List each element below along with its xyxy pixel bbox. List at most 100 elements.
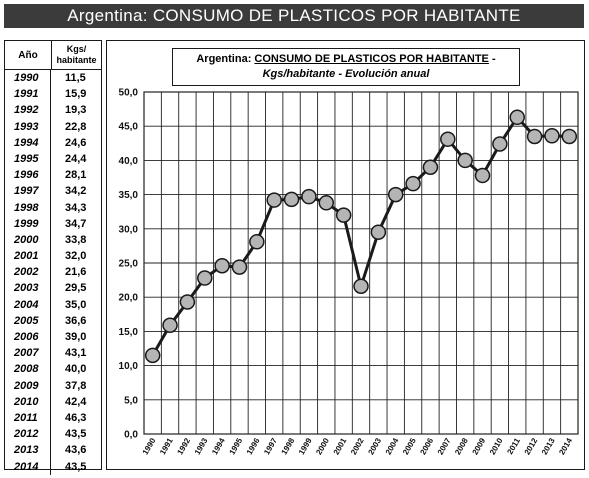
- value-cell: 11,5: [65, 72, 86, 84]
- table-row: 1994 24,6: [5, 134, 101, 151]
- table-rows: 1990 11,5 1991 15,9 1992 19,3 1993 22,8 1994 24,6…: [5, 70, 101, 475]
- x-tick-label: 2003: [366, 436, 383, 456]
- data-point: [387, 186, 404, 203]
- table-row: 2014 43,5: [5, 458, 101, 475]
- table-row: 1990 11,5: [5, 70, 101, 87]
- value-cell: 19,3: [65, 104, 87, 117]
- year-cell: 1997: [5, 183, 51, 200]
- data-point: [370, 224, 387, 240]
- data-point: [318, 195, 335, 211]
- page-banner: Argentina: CONSUMO DE PLASTICOS POR HABI…: [4, 4, 584, 28]
- x-tick-label: 1996: [245, 436, 262, 456]
- value-cell: 43,5: [65, 428, 87, 441]
- x-tick-label: 2002: [349, 436, 366, 456]
- data-point: [474, 167, 491, 184]
- year-cell: 2012: [5, 426, 51, 443]
- year-cell: 1998: [5, 199, 51, 216]
- year-cell: 2005: [5, 312, 51, 329]
- table-row: 2004 35,0: [5, 296, 101, 313]
- table-row: 2001 32,0: [5, 248, 101, 265]
- table-row: 1991 15,9: [5, 86, 101, 103]
- x-tick-label: 2006: [418, 436, 435, 456]
- table-row: 1998 34,3: [5, 199, 101, 216]
- value-cell: 39,0: [65, 331, 87, 343]
- data-point: [197, 270, 213, 286]
- data-point: [162, 317, 178, 333]
- x-tick-label: 1992: [175, 436, 192, 456]
- table-row: 1992 19,3: [5, 102, 101, 119]
- data-point: [214, 257, 230, 274]
- table-header: Año Kgs/ habitante: [5, 41, 101, 70]
- year-cell: 1994: [5, 134, 51, 151]
- table-row: 2012 43,5: [5, 426, 101, 443]
- year-cell: 2002: [5, 264, 51, 281]
- data-point: [249, 234, 265, 250]
- value-cell: 34,7: [65, 217, 87, 230]
- y-tick-label: 20,0: [119, 293, 139, 304]
- header-year: Año: [5, 41, 52, 69]
- x-tick-label: 2008: [453, 436, 470, 456]
- data-point: [544, 128, 560, 144]
- data-point: [405, 175, 421, 192]
- y-tick-label: 50,0: [119, 88, 139, 99]
- table-row: 1995 24,4: [5, 150, 101, 168]
- x-tick-label: 1990: [141, 436, 158, 456]
- x-tick-label: 1998: [280, 436, 297, 456]
- data-point: [440, 131, 456, 147]
- year-cell: 1993: [5, 118, 51, 135]
- year-cell: 2013: [5, 442, 51, 459]
- data-point: [492, 136, 508, 152]
- y-tick-label: 35,0: [119, 190, 139, 201]
- data-point: [283, 191, 300, 208]
- table-row: 2006 39,0: [5, 329, 101, 346]
- x-tick-label: 2007: [436, 436, 453, 456]
- table-row: 2005 36,6: [5, 312, 101, 329]
- y-tick-label: 10,0: [119, 361, 139, 372]
- chart-title: Argentina: CONSUMO DE PLASTICOS POR HABI…: [173, 52, 519, 67]
- value-cell: 34,3: [65, 201, 87, 214]
- year-cell: 2006: [5, 329, 51, 346]
- header-value: Kgs/ habitante: [56, 44, 97, 65]
- table-row: 1993 22,8: [5, 118, 101, 135]
- chart-title-prefix: Argentina:: [196, 53, 255, 65]
- table-row: 2011 46,3: [5, 409, 101, 427]
- table-row: 2008 40,0: [5, 361, 101, 378]
- x-tick-label: 1995: [228, 436, 245, 456]
- x-tick-label: 2013: [540, 436, 557, 456]
- table-row: 2003 29,5: [5, 280, 101, 297]
- chart-title-suffix: -: [488, 53, 496, 65]
- x-tick-label: 2000: [314, 436, 331, 456]
- year-cell: 1992: [5, 102, 51, 119]
- value-cell: 22,8: [65, 120, 87, 133]
- x-tick-label: 2012: [523, 436, 540, 456]
- year-cell: 1999: [5, 215, 51, 232]
- x-tick-label: 2005: [401, 436, 418, 456]
- value-cell: 35,0: [65, 298, 87, 311]
- data-point: [561, 128, 578, 145]
- banner-title: Argentina: CONSUMO DE PLASTICOS POR HABI…: [67, 6, 521, 25]
- value-cell: 24,4: [65, 152, 87, 165]
- x-tick-label: 2009: [471, 436, 488, 456]
- data-point: [526, 128, 543, 145]
- data-point: [231, 259, 248, 275]
- year-cell: 1995: [5, 150, 51, 168]
- data-point: [457, 152, 473, 169]
- value-cell: 46,3: [65, 411, 87, 424]
- data-point: [353, 278, 369, 295]
- chart-title-main: CONSUMO DE PLASTICOS POR HABITANTE: [254, 53, 489, 65]
- table-row: 2009 37,8: [5, 377, 101, 394]
- data-table: Año Kgs/ habitante 1990 11,5 1991 15,9 1992 1…: [4, 40, 102, 475]
- year-cell: 2010: [5, 393, 51, 410]
- y-tick-label: 0,0: [124, 430, 138, 441]
- y-tick-label: 5,0: [124, 395, 138, 406]
- year-cell: 1996: [5, 167, 51, 184]
- table-row: 2013 43,6: [5, 442, 101, 459]
- x-tick-label: 1993: [193, 436, 210, 456]
- table-row: 2007 43,1: [5, 345, 101, 362]
- y-tick-label: 45,0: [119, 122, 139, 133]
- value-cell: 32,0: [65, 250, 87, 263]
- year-cell: 1991: [5, 86, 51, 103]
- x-tick-label: 1991: [158, 436, 175, 456]
- value-cell: 21,6: [65, 266, 87, 279]
